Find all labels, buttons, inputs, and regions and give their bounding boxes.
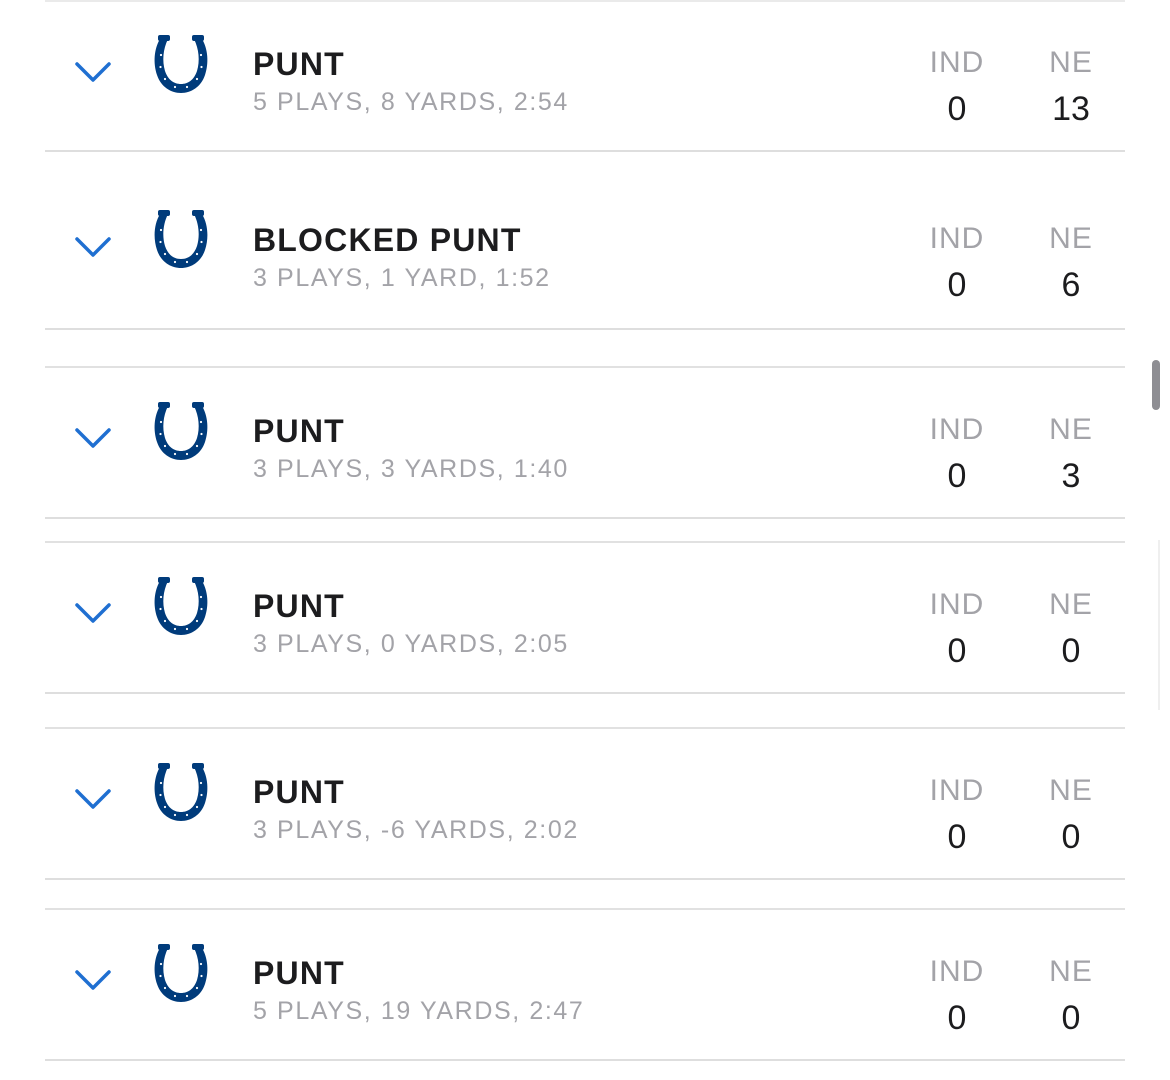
team-abbr-ind: IND xyxy=(929,955,985,988)
drive-row[interactable]: PUNT 3 PLAYS, -6 YARDS, 2:02 IND 0 NE 0 xyxy=(45,727,1125,880)
colts-horseshoe-icon xyxy=(154,35,208,93)
team-abbr-ne: NE xyxy=(1049,46,1093,79)
chevron-down-icon[interactable] xyxy=(73,785,113,813)
drive-row[interactable]: PUNT 3 PLAYS, 3 YARDS, 1:40 IND 0 NE 3 xyxy=(45,366,1125,519)
score-ind: 0 xyxy=(947,818,967,856)
chevron-down-icon[interactable] xyxy=(73,58,113,86)
team-abbr-ind: IND xyxy=(929,413,985,446)
team-abbr-ind: IND xyxy=(929,588,985,621)
scrollbar-thumb[interactable] xyxy=(1152,360,1160,410)
score-ne: 6 xyxy=(1061,266,1081,304)
drive-row[interactable]: PUNT 3 PLAYS, 0 YARDS, 2:05 IND 0 NE 0 xyxy=(45,541,1125,694)
drive-result: PUNT xyxy=(253,588,345,624)
drive-row[interactable]: PUNT 5 PLAYS, 19 YARDS, 2:47 IND 0 NE 0 xyxy=(45,908,1125,1061)
team-abbr-ne: NE xyxy=(1049,955,1093,988)
drive-summary: 3 PLAYS, 3 YARDS, 1:40 xyxy=(253,455,569,483)
score-ne: 0 xyxy=(1061,632,1081,670)
drive-summary: 3 PLAYS, -6 YARDS, 2:02 xyxy=(253,816,579,844)
colts-horseshoe-icon xyxy=(154,944,208,1002)
scrollbar-track xyxy=(1158,540,1160,710)
colts-horseshoe-icon xyxy=(154,402,208,460)
team-abbr-ne: NE xyxy=(1049,774,1093,807)
drive-summary: 5 PLAYS, 8 YARDS, 2:54 xyxy=(253,88,569,116)
score-ind: 0 xyxy=(947,632,967,670)
colts-horseshoe-icon xyxy=(154,763,208,821)
score-ind: 0 xyxy=(947,90,967,128)
drive-row[interactable]: PUNT 5 PLAYS, 8 YARDS, 2:54 IND 0 NE 13 xyxy=(45,0,1125,152)
drive-result: PUNT xyxy=(253,413,345,449)
team-abbr-ne: NE xyxy=(1049,588,1093,621)
chevron-down-icon[interactable] xyxy=(73,966,113,994)
team-abbr-ind: IND xyxy=(929,46,985,79)
colts-horseshoe-icon xyxy=(154,210,208,268)
score-ne: 0 xyxy=(1061,999,1081,1037)
drive-result: BLOCKED PUNT xyxy=(253,222,522,258)
score-ne: 0 xyxy=(1061,818,1081,856)
team-abbr-ind: IND xyxy=(929,774,985,807)
drive-summary: 5 PLAYS, 19 YARDS, 2:47 xyxy=(253,997,585,1025)
chevron-down-icon[interactable] xyxy=(73,233,113,261)
team-abbr-ne: NE xyxy=(1049,413,1093,446)
drive-row[interactable]: BLOCKED PUNT 3 PLAYS, 1 YARD, 1:52 IND 0… xyxy=(45,181,1125,330)
score-ne: 3 xyxy=(1061,457,1081,495)
chevron-down-icon[interactable] xyxy=(73,424,113,452)
drive-result: PUNT xyxy=(253,46,345,82)
score-ind: 0 xyxy=(947,999,967,1037)
team-abbr-ne: NE xyxy=(1049,222,1093,255)
chevron-down-icon[interactable] xyxy=(73,599,113,627)
score-ind: 0 xyxy=(947,266,967,304)
drive-result: PUNT xyxy=(253,774,345,810)
score-ind: 0 xyxy=(947,457,967,495)
score-ne: 13 xyxy=(1052,90,1090,128)
drive-result: PUNT xyxy=(253,955,345,991)
drive-summary: 3 PLAYS, 1 YARD, 1:52 xyxy=(253,264,551,292)
team-abbr-ind: IND xyxy=(929,222,985,255)
drive-summary: 3 PLAYS, 0 YARDS, 2:05 xyxy=(253,630,569,658)
colts-horseshoe-icon xyxy=(154,577,208,635)
